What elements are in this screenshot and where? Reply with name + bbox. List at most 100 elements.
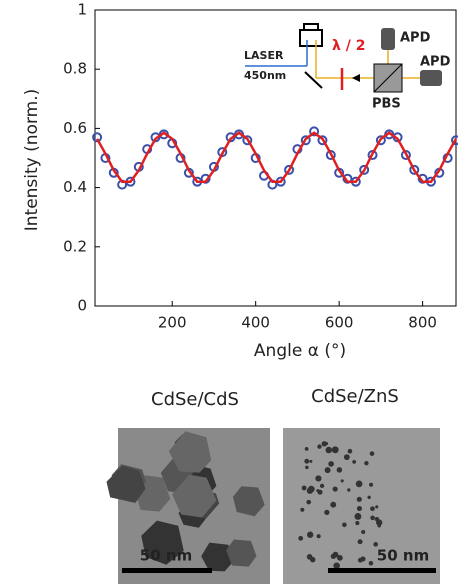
particle bbox=[370, 506, 375, 512]
particle bbox=[356, 496, 362, 502]
y-tick-label: 0.2 bbox=[63, 237, 87, 255]
particle bbox=[328, 461, 334, 467]
particle bbox=[304, 458, 310, 464]
plot-frame bbox=[94, 9, 457, 307]
particle bbox=[316, 534, 321, 539]
mirror bbox=[304, 71, 323, 89]
laser-body bbox=[299, 29, 323, 47]
data-point bbox=[375, 135, 386, 146]
particle bbox=[337, 554, 343, 561]
particle bbox=[374, 517, 380, 522]
x-axis-label: Angle α (°) bbox=[254, 341, 346, 361]
particle bbox=[324, 467, 331, 474]
y-tick-label: 0.6 bbox=[63, 119, 87, 137]
inset-label: λ / 2 bbox=[332, 38, 365, 54]
inset-label: 450nm bbox=[244, 69, 286, 82]
particle bbox=[347, 488, 351, 492]
particle bbox=[343, 454, 350, 461]
panel-title: CdSe/CdS bbox=[151, 389, 239, 410]
x-tick-label: 200 bbox=[158, 314, 187, 332]
particle bbox=[373, 542, 379, 547]
data-point bbox=[451, 135, 458, 146]
x-tick-label: 600 bbox=[325, 314, 354, 332]
particle bbox=[364, 461, 369, 466]
particle bbox=[106, 465, 146, 503]
particle bbox=[306, 499, 312, 505]
particle bbox=[330, 501, 337, 508]
particle bbox=[347, 448, 353, 454]
particle bbox=[369, 482, 374, 487]
particle bbox=[332, 486, 338, 492]
data-point bbox=[359, 164, 370, 175]
x-tick-label: 800 bbox=[408, 314, 437, 332]
particle bbox=[141, 520, 184, 565]
particle bbox=[298, 535, 304, 541]
scale-label: 50 nm bbox=[140, 547, 192, 565]
data-point bbox=[300, 135, 311, 146]
particle bbox=[201, 542, 233, 572]
particle bbox=[354, 513, 362, 520]
particle bbox=[301, 485, 307, 491]
fit-line bbox=[96, 131, 458, 183]
particle bbox=[377, 523, 382, 528]
particle bbox=[336, 467, 343, 473]
particle bbox=[309, 459, 313, 463]
inset-label: LASER bbox=[244, 49, 284, 62]
inset-label: APD bbox=[420, 55, 451, 70]
data-point bbox=[317, 135, 328, 146]
data-point bbox=[325, 150, 336, 161]
particle bbox=[316, 489, 320, 493]
tem-image bbox=[283, 428, 440, 584]
particle bbox=[305, 465, 309, 470]
particle bbox=[307, 485, 315, 493]
particle bbox=[330, 553, 337, 559]
particle bbox=[370, 515, 375, 521]
pbs-diagonal bbox=[373, 63, 403, 93]
particle bbox=[375, 505, 379, 509]
data-point bbox=[309, 126, 320, 137]
particle bbox=[367, 495, 371, 500]
panel-title: CdSe/ZnS bbox=[311, 386, 399, 407]
particle bbox=[324, 441, 329, 446]
inset-label: APD bbox=[400, 31, 431, 46]
particle bbox=[304, 447, 309, 451]
particle bbox=[306, 531, 314, 538]
y-tick-label: 0 bbox=[77, 297, 87, 315]
particle bbox=[331, 446, 339, 454]
particle bbox=[355, 521, 360, 526]
apd-top bbox=[381, 28, 395, 50]
data-point bbox=[284, 164, 295, 175]
particle bbox=[315, 475, 322, 482]
particle bbox=[361, 529, 366, 535]
particle bbox=[356, 505, 363, 512]
particle bbox=[357, 557, 363, 563]
scale-label: 50 nm bbox=[377, 547, 429, 565]
laser-top bbox=[303, 23, 319, 31]
particle bbox=[355, 480, 363, 488]
particle bbox=[369, 451, 375, 456]
data-point bbox=[400, 150, 411, 161]
particle bbox=[352, 460, 357, 464]
particle bbox=[333, 562, 340, 569]
scale-bar bbox=[122, 568, 212, 573]
arrow bbox=[352, 74, 360, 82]
y-tick-label: 0.4 bbox=[63, 178, 87, 196]
particle bbox=[317, 444, 322, 449]
y-tick-label: 0.8 bbox=[63, 60, 87, 78]
particle bbox=[172, 474, 217, 518]
x-tick-label: 400 bbox=[241, 314, 270, 332]
particle bbox=[368, 560, 374, 566]
particle bbox=[342, 522, 347, 528]
inset-label: PBS bbox=[372, 97, 401, 112]
particle bbox=[168, 431, 212, 473]
data-point bbox=[409, 164, 420, 175]
particle bbox=[324, 509, 330, 515]
particle bbox=[310, 556, 316, 563]
inset-diagram: LASER 450nm λ / 2 APD APD PBS bbox=[244, 23, 451, 112]
data-point bbox=[242, 135, 253, 146]
particle bbox=[226, 539, 257, 567]
particle bbox=[340, 479, 344, 483]
y-axis-label: Intensity (norm.) bbox=[22, 89, 42, 232]
scale-bar bbox=[328, 568, 436, 573]
